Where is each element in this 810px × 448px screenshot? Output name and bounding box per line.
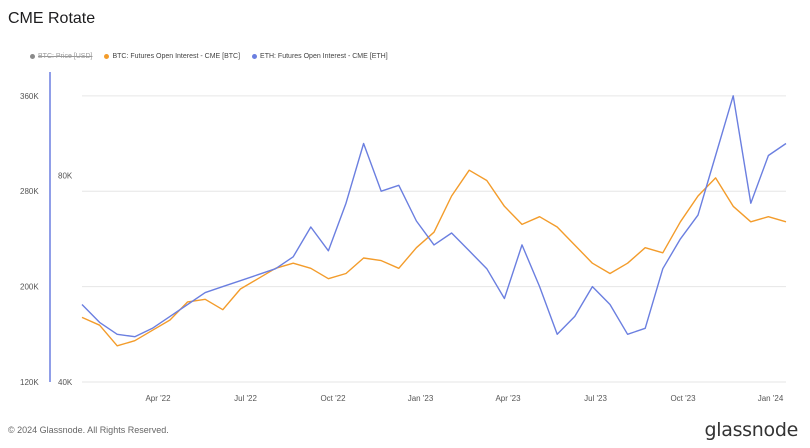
x-axis-tick-label: Jan '24 (758, 394, 784, 403)
chart-title: CME Rotate (8, 10, 96, 27)
left-axis-ticks: 360K 280K 200K 120K (20, 92, 39, 387)
legend-label-btc-oi: BTC: Futures Open Interest - CME [BTC] (112, 53, 241, 60)
chart-series (81, 95, 787, 347)
eth-open-interest-line (81, 95, 787, 338)
copyright-footer: © 2024 Glassnode. All Rights Reserved. (8, 425, 169, 435)
x-axis-tick-label: Jul '23 (584, 394, 607, 403)
legend-item-eth-oi[interactable]: ETH: Futures Open Interest - CME [ETH] (252, 53, 388, 60)
legend-dot-btc-oi (104, 54, 110, 59)
brand-logo: glassnode (704, 419, 799, 441)
left-axis-tick-label: 200K (20, 283, 39, 292)
legend-label-btc-price: BTC: Price [USD] (38, 53, 93, 60)
x-axis-tick-label: Apr '22 (145, 394, 171, 403)
right-axis-ticks: 80K 40K (58, 171, 73, 387)
right-axis-tick-label: 40K (58, 378, 73, 387)
x-axis-tick-label: Jul '22 (234, 394, 257, 403)
chart-grid (82, 95, 786, 383)
x-axis-tick-label: Apr '23 (495, 394, 521, 403)
x-axis-ticks: Apr '22 Jul '22 Oct '22 Jan '23 Apr '23 Jul '… (145, 394, 783, 403)
left-axis-tick-label: 120K (20, 378, 39, 387)
x-axis-tick-label: Jan '23 (408, 394, 434, 403)
legend-item-btc-price[interactable]: BTC: Price [USD] (30, 53, 92, 60)
chart-legend: BTC: Price [USD] BTC: Futures Open Inter… (30, 53, 388, 60)
legend-item-btc-oi[interactable]: BTC: Futures Open Interest - CME [BTC] (104, 53, 240, 60)
legend-dot-btc-price (30, 54, 35, 59)
left-axis-tick-label: 280K (20, 187, 39, 196)
right-axis-tick-label: 80K (58, 171, 73, 180)
btc-open-interest-line (81, 169, 787, 347)
legend-dot-eth-oi (252, 54, 258, 59)
left-axis-tick-label: 360K (20, 92, 39, 101)
legend-label-eth-oi: ETH: Futures Open Interest - CME [ETH] (260, 53, 388, 60)
x-axis-tick-label: Oct '22 (320, 394, 346, 403)
x-axis-tick-label: Oct '23 (670, 394, 696, 403)
